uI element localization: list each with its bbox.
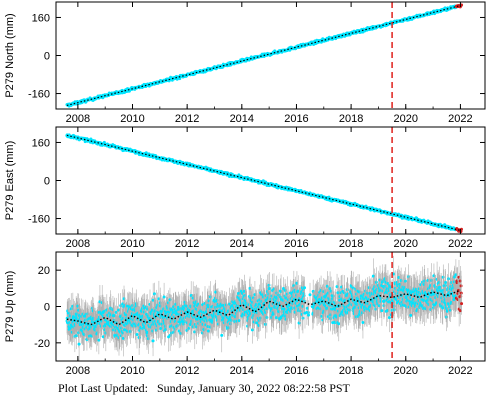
- y-axis-label: P279 East (mm): [4, 141, 16, 220]
- data-point: [77, 342, 81, 346]
- x-tick-label: 2008: [66, 238, 90, 250]
- data-point: [101, 335, 105, 339]
- x-tick-label: 2012: [175, 113, 199, 125]
- x-tick-label: 2010: [120, 238, 144, 250]
- x-tick-label: 2016: [284, 113, 308, 125]
- data-point: [68, 311, 72, 315]
- x-tick-label: 2020: [394, 238, 418, 250]
- x-tick-label: 2014: [230, 238, 254, 250]
- model-line: [66, 5, 461, 106]
- x-tick-label: 2016: [284, 238, 308, 250]
- x-tick-label: 2008: [66, 113, 90, 125]
- x-tick-label: 2018: [339, 113, 363, 125]
- x-tick-label: 2010: [120, 113, 144, 125]
- plot-frame: [55, 126, 486, 235]
- x-tick-label: 2020: [394, 113, 418, 125]
- y-tick-label: 0: [44, 176, 50, 188]
- x-tick-label: 2012: [175, 238, 199, 250]
- y-tick-label: 160: [32, 12, 50, 24]
- data-points: [65, 3, 464, 108]
- y-axis-label: P279 North (mm): [4, 13, 16, 97]
- data-points: [65, 255, 464, 361]
- x-tick-label: 2022: [448, 113, 472, 125]
- x-tick-label: 2022: [448, 238, 472, 250]
- panel-2: -160 0 160 2008 2010 2012 2014 2016 2018 2020 2022…: [4, 126, 486, 250]
- model-line: [66, 134, 461, 231]
- data-point: [121, 331, 125, 335]
- panel-1: -160 0 160 2008 2010 2012 2014 2016 2018 2020 2022…: [4, 1, 486, 125]
- y-tick-label: -160: [28, 89, 50, 101]
- data-points: [65, 133, 463, 234]
- y-tick-label: -160: [28, 214, 50, 226]
- x-tick-label: 2018: [339, 238, 363, 250]
- x-tick-label: 2014: [230, 113, 254, 125]
- data-point: [97, 338, 101, 342]
- y-tick-label: 160: [32, 137, 50, 149]
- y-tick-label: 0: [44, 51, 50, 63]
